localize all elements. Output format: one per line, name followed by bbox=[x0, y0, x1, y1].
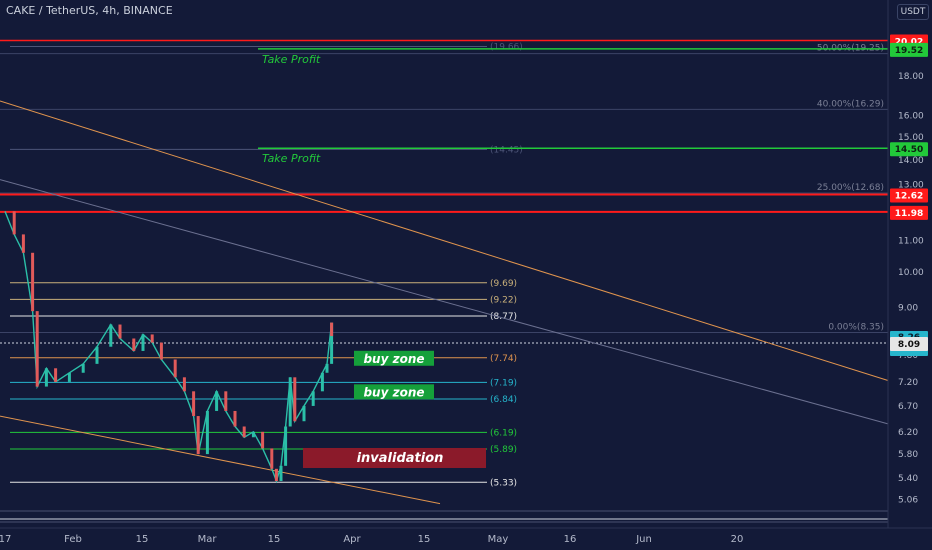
price-axis-tick: 11.00 bbox=[898, 236, 924, 246]
price-axis-tick: 5.06 bbox=[898, 496, 918, 506]
time-axis-tick: 16 bbox=[564, 534, 577, 545]
fib-level-label: 25.00%(12.68) bbox=[817, 183, 884, 193]
price-axis-tick: 15.00 bbox=[898, 133, 924, 143]
trend-line-middle bbox=[0, 179, 889, 425]
price-badge-label: 19.52 bbox=[895, 46, 923, 56]
time-axis-tick: Jun bbox=[635, 534, 652, 545]
price-badge-label: 20.02 bbox=[895, 37, 923, 47]
buy-zone-box bbox=[354, 384, 434, 400]
price-axis-tick: 5.40 bbox=[898, 474, 918, 484]
level-label: (5.89) bbox=[490, 445, 517, 455]
level-label: (9.22) bbox=[490, 295, 517, 305]
trend-line-upper bbox=[0, 100, 889, 381]
price-axis-tick: 13.00 bbox=[898, 181, 924, 191]
symbol-title: CAKE / TetherUS, 4h, BINANCE bbox=[6, 4, 173, 17]
buy-zone-label: buy zone bbox=[363, 385, 424, 399]
time-axis-tick: 20 bbox=[731, 534, 744, 545]
level-label: (6.19) bbox=[490, 428, 517, 438]
price-axis-tick: 6.70 bbox=[898, 402, 918, 412]
level-label: (6.84) bbox=[490, 395, 517, 405]
currency-button[interactable]: USDT bbox=[897, 4, 929, 20]
price-badge bbox=[890, 42, 928, 57]
price-axis-tick: 14.00 bbox=[898, 156, 924, 166]
time-axis-tick: Apr bbox=[343, 534, 361, 545]
price-badge bbox=[890, 205, 928, 220]
level-label: (7.74) bbox=[490, 354, 517, 364]
price-badge bbox=[890, 142, 928, 157]
trend-line-lower bbox=[0, 415, 441, 505]
price-badge-label: 8.09 bbox=[898, 340, 920, 350]
level-label: (7.19) bbox=[490, 378, 517, 388]
price-axis-tick: 10.00 bbox=[898, 268, 924, 278]
level-label: (9.69) bbox=[490, 279, 517, 289]
price-badge-label: 14.50 bbox=[895, 145, 923, 155]
time-axis-tick: 15 bbox=[136, 534, 149, 545]
take-profit-label: Take Profit bbox=[262, 152, 321, 165]
invalidation-label: invalidation bbox=[357, 451, 444, 466]
buy-zone-box bbox=[354, 350, 434, 366]
time-axis-tick: 17 bbox=[0, 534, 11, 545]
price-axis-tick: 5.80 bbox=[898, 450, 918, 460]
price-badge-label: 11.98 bbox=[895, 209, 923, 219]
price-axis-tick: 7.20 bbox=[898, 378, 918, 388]
price-axis-tick: 18.00 bbox=[898, 72, 924, 82]
fib-level-label: 40.00%(16.29) bbox=[817, 99, 884, 109]
level-label: (14.45) bbox=[490, 145, 523, 155]
fib-level-label: 0.00%(8.35) bbox=[828, 322, 884, 332]
time-axis-tick: Mar bbox=[198, 534, 218, 545]
price-badge bbox=[890, 188, 928, 203]
take-profit-label: Take Profit bbox=[262, 53, 321, 66]
price-axis-tick: 6.20 bbox=[898, 428, 918, 438]
price-axis-tick: 9.00 bbox=[898, 303, 918, 313]
price-badge-label: 12.62 bbox=[895, 192, 923, 202]
level-label: (8.77) bbox=[490, 312, 517, 322]
buy-zone-label: buy zone bbox=[363, 352, 424, 366]
price-axis-tick: 7.80 bbox=[898, 351, 918, 361]
time-axis-tick: 15 bbox=[418, 534, 431, 545]
time-axis-tick: Feb bbox=[64, 534, 82, 545]
time-axis-tick: 15 bbox=[268, 534, 281, 545]
level-label: (5.33) bbox=[490, 478, 517, 488]
price-line bbox=[4, 211, 333, 484]
level-label: (19.66) bbox=[490, 43, 523, 53]
price-axis-tick: 16.00 bbox=[898, 111, 924, 121]
time-axis-tick: May bbox=[488, 534, 509, 545]
price-badge bbox=[890, 337, 928, 351]
invalidation-box bbox=[303, 447, 486, 468]
